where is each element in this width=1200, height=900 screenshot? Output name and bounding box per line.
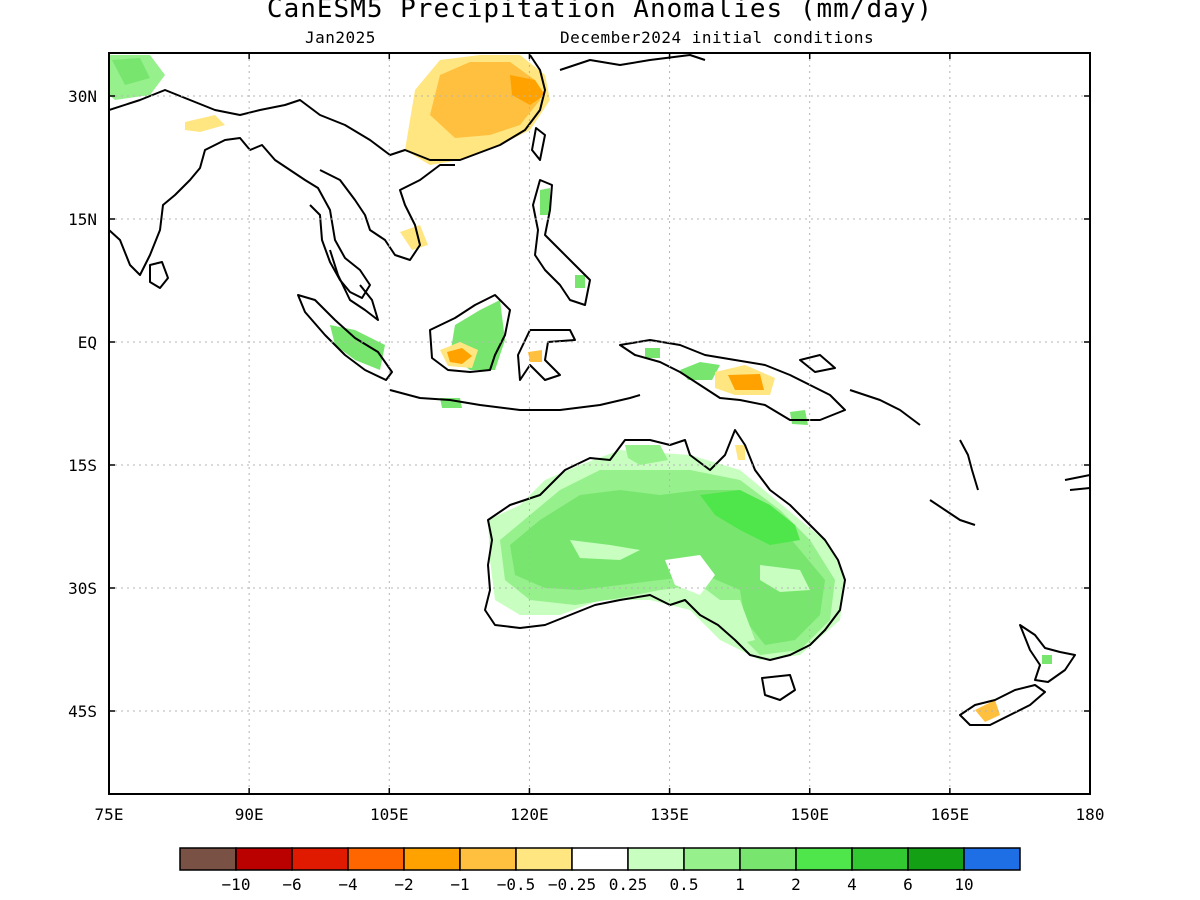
lon-tick-label: 150E (790, 805, 829, 824)
anomaly-australia-pale2 (760, 565, 810, 592)
colorbar-label: −4 (338, 875, 357, 894)
anomaly-china-strong (510, 75, 545, 105)
colorbar: −10 −6 −4 −2 −1 −0.5 −0.25 0.25 0.5 1 2 4 6 10 (179, 847, 1021, 894)
anomaly-capeyork-light (735, 445, 745, 460)
coastlines (109, 54, 1090, 726)
coastline-solomon (929, 499, 976, 526)
coastline-fiji (1064, 474, 1090, 491)
anomaly-png-green2 (645, 348, 808, 425)
lat-tick-label: 15N (68, 210, 97, 229)
anomaly-india-orange (185, 115, 225, 132)
colorbar-swatch (739, 847, 797, 871)
coastline-indochina (319, 164, 455, 261)
lon-tick-label: 105E (370, 805, 409, 824)
coastline-malay (329, 249, 379, 321)
anomaly-png-green (680, 362, 720, 380)
colorbar-swatch (515, 847, 573, 871)
colorbar-swatch (459, 847, 517, 871)
colorbar-swatch (179, 847, 237, 871)
colorbar-label: 0.5 (670, 875, 699, 894)
anomaly-australia-pale3 (700, 600, 755, 645)
coastline-new-guinea (619, 339, 846, 421)
anomaly-australia-strong (700, 490, 800, 545)
coastline-taiwan (531, 127, 546, 161)
anomaly-capeyork-green (625, 445, 668, 465)
anomaly-himalaya-green2 (112, 58, 150, 85)
colorbar-swatch (851, 847, 909, 871)
anomaly-nz-green (1042, 655, 1052, 664)
lat-tick-label: 45S (68, 702, 97, 721)
coastline-india-north (109, 54, 546, 161)
colorbar-label: −0.5 (497, 875, 536, 894)
colorbar-swatch (907, 847, 965, 871)
colorbar-label: −2 (394, 875, 413, 894)
coastline-australia (484, 429, 846, 661)
coastline-tasmania (761, 674, 796, 701)
colorbar-swatch (571, 847, 629, 871)
colorbar-label: 6 (903, 875, 913, 894)
subtitle-initial-conditions: December2024 initial conditions (560, 28, 875, 47)
anomaly-borneo-orange (447, 348, 472, 364)
lon-tick-label: 90E (235, 805, 264, 824)
colorbar-label: −0.25 (548, 875, 596, 894)
coastline-japan (559, 54, 706, 71)
subtitle-month: Jan2025 (305, 28, 376, 47)
colorbar-label: 4 (847, 875, 857, 894)
colorbar-label: −6 (282, 875, 301, 894)
coastline-java (389, 389, 641, 411)
anomaly-philippines-green (540, 188, 585, 288)
lat-tick-label: 15S (68, 456, 97, 475)
coastline-nz-north (1019, 624, 1076, 683)
colorbar-label: 0.25 (609, 875, 648, 894)
anomaly-sulawesi-orange (528, 350, 542, 362)
coastline-bismarck (799, 354, 921, 426)
axis-ticks (108, 53, 1091, 794)
lat-tick-label: EQ (78, 333, 97, 352)
anomaly-nz-orange (975, 700, 1000, 722)
coastline-philippines (532, 179, 591, 306)
lon-tick-label: 165E (931, 805, 970, 824)
anomaly-shading (109, 55, 1052, 722)
plot-frame (108, 52, 1091, 795)
anomaly-sumatra-green (330, 325, 385, 370)
chart-title: CanESM5 Precipitation Anomalies (mm/day) (266, 0, 934, 24)
lon-tick-label: 135E (650, 805, 689, 824)
colorbar-label: 1 (735, 875, 745, 894)
anomaly-png-orange (728, 374, 764, 390)
coastline-south-asia (109, 137, 371, 299)
colorbar-label: 2 (791, 875, 801, 894)
axis-labels: 75E 90E 105E 120E 135E 150E 165E 180 30N 15N EQ 15S… (68, 87, 1104, 824)
lon-tick-label: 120E (510, 805, 549, 824)
colorbar-label: −10 (222, 875, 251, 894)
colorbar-swatch (235, 847, 293, 871)
anomaly-indochina-orange (400, 225, 428, 250)
coastline-sumatra (297, 294, 393, 381)
colorbar-label: −1 (450, 875, 469, 894)
coastline-nz-south (959, 684, 1046, 726)
gridlines (109, 53, 1090, 794)
colorbar-swatch (347, 847, 405, 871)
colorbar-swatch (627, 847, 685, 871)
colorbar-label: 10 (954, 875, 973, 894)
coastline-vanuatu (959, 439, 979, 491)
lon-tick-label: 75E (95, 805, 124, 824)
anomaly-australia-pale (570, 540, 640, 560)
colorbar-swatch (963, 847, 1021, 871)
colorbar-swatch (795, 847, 853, 871)
colorbar-swatch (291, 847, 349, 871)
coastline-sulawesi (517, 329, 576, 381)
colorbar-swatch (683, 847, 741, 871)
lon-tick-label: 180 (1076, 805, 1105, 824)
lat-tick-label: 30N (68, 87, 97, 106)
coastline-borneo (429, 294, 511, 373)
coastline-sri-lanka (149, 261, 169, 289)
anomaly-australia-dry (665, 555, 715, 595)
lat-tick-label: 30S (68, 579, 97, 598)
colorbar-swatch (403, 847, 461, 871)
